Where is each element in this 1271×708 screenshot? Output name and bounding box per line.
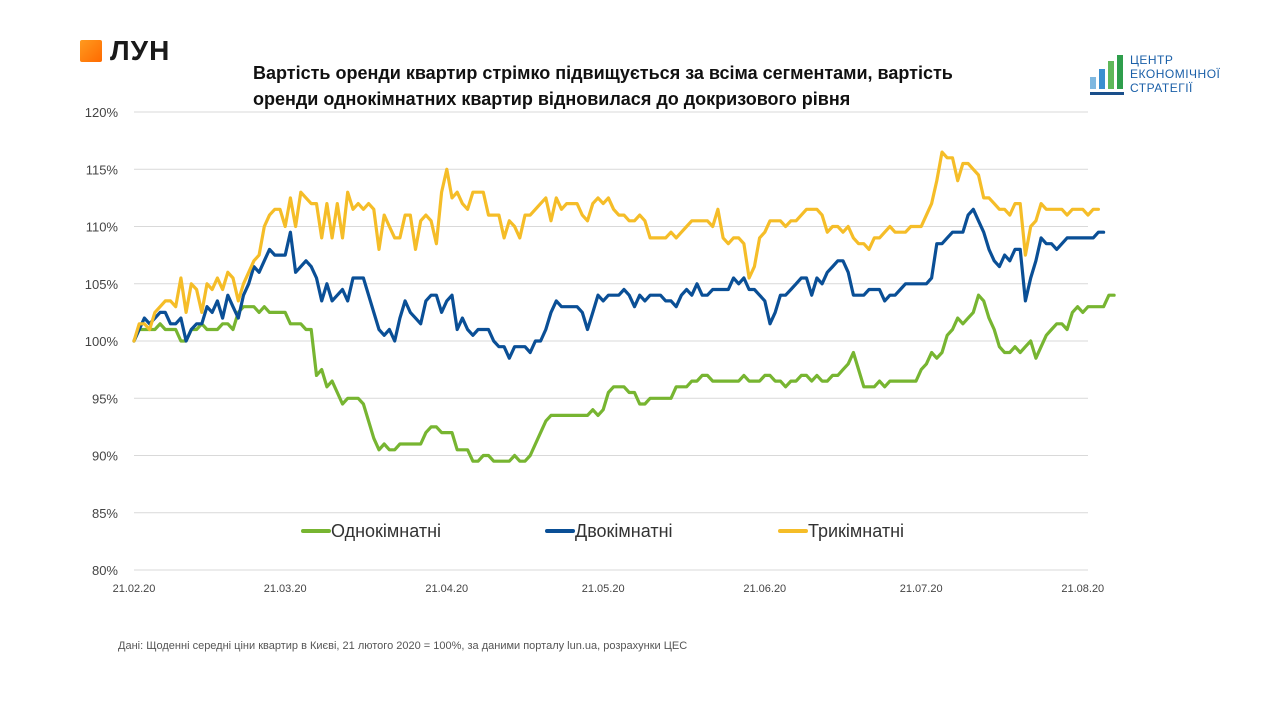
x-tick-label: 21.08.20 (1061, 583, 1104, 595)
x-tick-label: 21.04.20 (425, 583, 468, 595)
y-tick-label: 80% (92, 563, 118, 578)
ces-bars-icon (1090, 53, 1124, 95)
legend-label-2: Двокімнатні (575, 521, 673, 541)
ces-logo: ЦЕНТР ЕКОНОМІЧНОЇ СТРАТЕГІЇ (1090, 53, 1220, 95)
legend-label-3: Трикімнатні (808, 521, 904, 541)
chart-title-line-2: оренди однокімнатних квартир відновилася… (253, 89, 851, 109)
chart-title-line-1: Вартість оренди квартир стрімко підвищує… (253, 63, 953, 83)
x-tick-label: 21.06.20 (743, 583, 786, 595)
chart-grid (134, 111, 1088, 571)
x-tick-label: 21.07.20 (900, 583, 943, 595)
x-tick-label: 21.05.20 (582, 583, 625, 595)
chart-series (132, 150, 1116, 463)
y-tick-label: 100% (85, 334, 119, 349)
lun-logo-icon (80, 40, 102, 62)
y-tick-label: 120% (85, 105, 119, 120)
legend-label-1: Однокімнатні (331, 521, 441, 541)
lun-logo-text: ЛУН (110, 35, 171, 66)
x-tick-label: 21.02.20 (113, 583, 156, 595)
y-axis: 80% 85% 90% 95% 100% 105% 110% 115% 120% (85, 105, 119, 578)
series-line-2 (132, 207, 1106, 360)
y-tick-label: 105% (85, 277, 119, 292)
lun-logo: ЛУН (80, 35, 171, 66)
chart-legend: Однокімнатні Двокімнатні Трикімнатні (301, 521, 904, 541)
series-line-3 (132, 150, 1101, 343)
ces-line-1: ЦЕНТР (1130, 53, 1174, 67)
ces-logo-text: ЦЕНТР ЕКОНОМІЧНОЇ СТРАТЕГІЇ (1130, 53, 1220, 95)
x-axis: 21.02.20 21.03.20 21.04.20 21.05.20 21.06.20… (113, 583, 1105, 595)
ces-line-3: СТРАТЕГІЇ (1130, 81, 1193, 95)
series-line-1 (132, 293, 1116, 463)
x-tick-label: 21.03.20 (264, 583, 307, 595)
y-tick-label: 115% (86, 162, 119, 177)
y-tick-label: 110% (86, 220, 119, 235)
y-tick-label: 90% (92, 449, 118, 464)
y-tick-label: 95% (92, 391, 118, 406)
chart-title: Вартість оренди квартир стрімко підвищує… (253, 60, 1013, 112)
ces-line-2: ЕКОНОМІЧНОЇ (1130, 67, 1221, 81)
source-note: Дані: Щоденні середні ціни квартир в Киє… (118, 640, 688, 652)
y-tick-label: 85% (92, 506, 118, 521)
